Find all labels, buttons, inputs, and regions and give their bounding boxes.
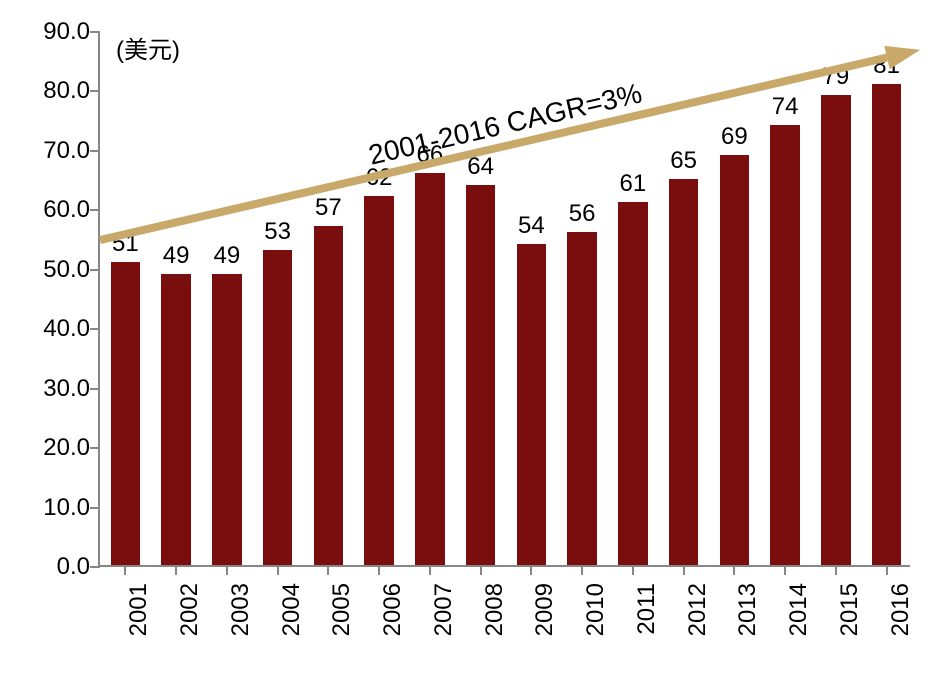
bar-value-label: 49 <box>214 242 241 270</box>
bar-value-label: 79 <box>823 63 850 91</box>
x-tick-label: 2014 <box>785 583 813 636</box>
x-tick-label: 2005 <box>328 583 356 636</box>
bar <box>212 274 241 565</box>
y-tick-label: 90.0 <box>43 18 90 46</box>
x-tick-label: 2008 <box>481 583 509 636</box>
bar <box>872 84 901 566</box>
bar <box>111 262 140 565</box>
x-tick-mark <box>226 565 228 575</box>
y-tick-mark <box>90 31 100 33</box>
bar-value-label: 62 <box>366 164 393 192</box>
bar-value-label: 64 <box>467 153 494 181</box>
x-tick-mark <box>480 565 482 575</box>
y-tick-mark <box>90 328 100 330</box>
y-tick-mark <box>90 209 100 211</box>
bar <box>517 244 546 565</box>
bar-value-label: 51 <box>112 230 139 258</box>
x-tick-mark <box>429 565 431 575</box>
y-tick-mark <box>90 507 100 509</box>
bar-value-label: 61 <box>620 170 647 198</box>
y-tick-mark <box>90 90 100 92</box>
bar-value-label: 53 <box>264 218 291 246</box>
x-tick-mark <box>327 565 329 575</box>
x-tick-label: 2003 <box>227 583 255 636</box>
y-tick-label: 40.0 <box>43 315 90 343</box>
x-tick-mark <box>175 565 177 575</box>
x-tick-label: 2007 <box>430 583 458 636</box>
x-tick-label: 2006 <box>379 583 407 636</box>
y-tick-label: 60.0 <box>43 196 90 224</box>
bar <box>161 274 190 565</box>
x-tick-mark <box>124 565 126 575</box>
bar-value-label: 74 <box>772 93 799 121</box>
bar <box>466 185 495 565</box>
y-tick-mark <box>90 388 100 390</box>
bar <box>314 226 343 565</box>
bar-value-label: 56 <box>569 200 596 228</box>
bar <box>770 125 799 565</box>
x-tick-label: 2009 <box>531 583 559 636</box>
y-tick-label: 0.0 <box>57 553 90 581</box>
y-tick-mark <box>90 566 100 568</box>
x-tick-label: 2015 <box>836 583 864 636</box>
bar <box>720 155 749 565</box>
y-tick-mark <box>90 269 100 271</box>
bar <box>364 196 393 565</box>
y-tick-label: 80.0 <box>43 77 90 105</box>
x-tick-label: 2010 <box>582 583 610 636</box>
x-tick-mark <box>733 565 735 575</box>
bar <box>567 232 596 565</box>
y-tick-label: 70.0 <box>43 137 90 165</box>
x-tick-label: 2011 <box>633 583 661 635</box>
x-tick-mark <box>683 565 685 575</box>
x-tick-label: 2012 <box>684 583 712 636</box>
x-tick-mark <box>530 565 532 575</box>
bar-value-label: 54 <box>518 212 545 240</box>
x-tick-label: 2013 <box>734 583 762 636</box>
y-tick-label: 20.0 <box>43 434 90 462</box>
bar-value-label: 66 <box>417 141 444 169</box>
bar-value-label: 57 <box>315 194 342 222</box>
x-tick-mark <box>277 565 279 575</box>
bar <box>669 179 698 565</box>
x-tick-mark <box>886 565 888 575</box>
y-tick-label: 50.0 <box>43 256 90 284</box>
x-tick-label: 2016 <box>887 583 915 636</box>
x-tick-mark <box>581 565 583 575</box>
x-tick-mark <box>378 565 380 575</box>
bar-value-label: 81 <box>873 52 900 80</box>
bar-value-label: 65 <box>670 147 697 175</box>
y-tick-label: 30.0 <box>43 375 90 403</box>
bar <box>263 250 292 565</box>
bar-chart: 0.0 10.0 20.0 30.0 40.0 50.0 60.0 70.0 80.0 90.0 5… <box>0 0 933 674</box>
plot-area: 0.010.020.030.040.050.060.070.080.090.05… <box>98 32 910 567</box>
x-tick-label: 2004 <box>278 583 306 636</box>
y-tick-label: 10.0 <box>43 494 90 522</box>
x-tick-label: 2002 <box>176 583 204 636</box>
trend-annotation: 2001-2016 CAGR=3% <box>366 77 645 170</box>
y-tick-mark <box>90 447 100 449</box>
x-tick-mark <box>632 565 634 575</box>
x-tick-label: 2001 <box>125 583 153 636</box>
bar <box>618 202 647 565</box>
bar-value-label: 49 <box>163 242 190 270</box>
x-tick-mark <box>835 565 837 575</box>
unit-label: (美元) <box>116 30 180 65</box>
y-tick-mark <box>90 150 100 152</box>
x-tick-mark <box>784 565 786 575</box>
bar-value-label: 69 <box>721 123 748 151</box>
bar <box>821 95 850 565</box>
bar <box>415 173 444 565</box>
